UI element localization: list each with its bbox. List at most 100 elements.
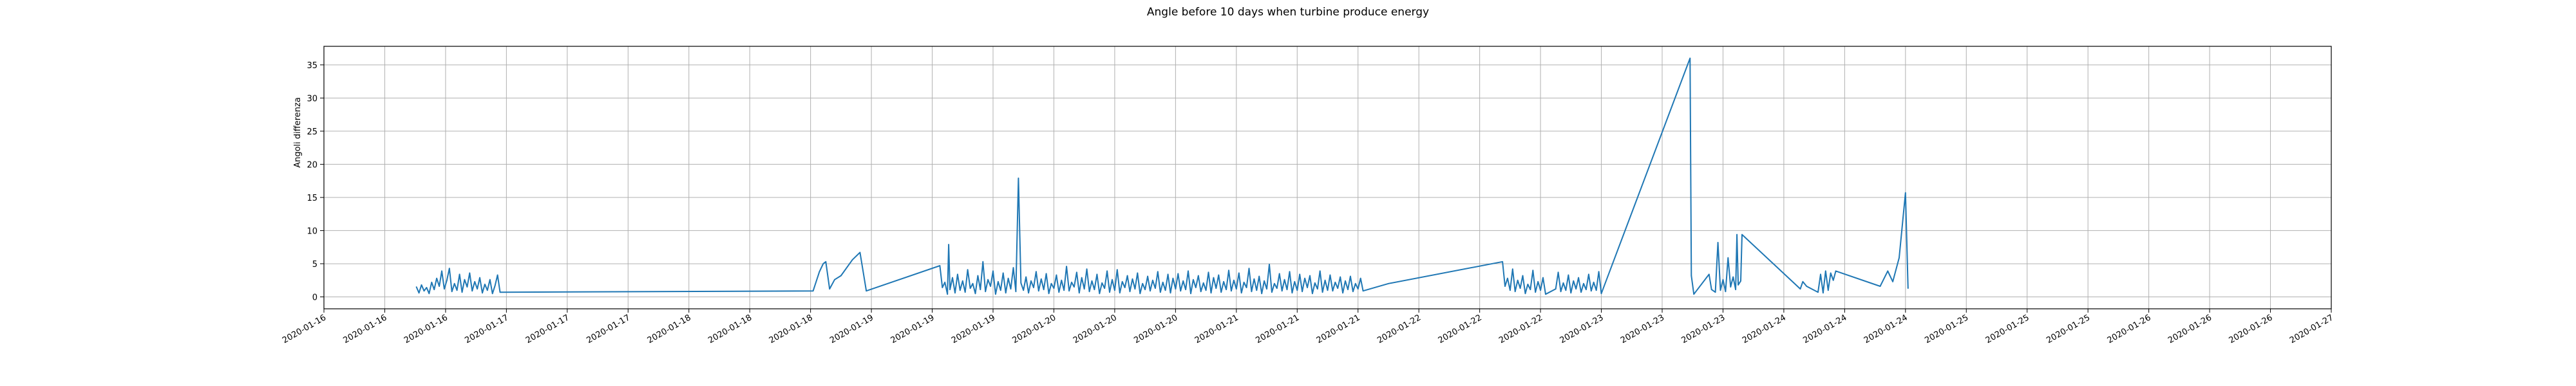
data-point <box>1190 293 1191 295</box>
data-point <box>944 281 946 283</box>
data-point <box>825 261 827 262</box>
data-point <box>1068 290 1070 292</box>
data-point <box>1510 290 1511 291</box>
data-point <box>1099 293 1101 295</box>
x-tick-label: 2020-01-19 <box>889 313 936 345</box>
data-point <box>1172 277 1174 279</box>
data-point <box>1537 280 1539 282</box>
data-point <box>431 281 433 283</box>
data-point <box>1043 289 1045 290</box>
data-point <box>851 259 853 261</box>
data-point <box>1218 274 1220 276</box>
data-point <box>1264 280 1265 282</box>
data-point <box>1278 273 1280 275</box>
data-point <box>1028 292 1029 294</box>
data-point <box>484 284 486 285</box>
data-point <box>1175 288 1177 290</box>
data-point <box>1294 280 1296 282</box>
data-point <box>1527 284 1529 285</box>
data-point <box>1048 293 1050 295</box>
data-point <box>1690 275 1692 277</box>
data-point <box>1714 291 1716 293</box>
data-point <box>1078 292 1080 294</box>
data-point <box>1112 279 1113 280</box>
data-point <box>1904 192 1906 194</box>
data-point <box>1507 277 1508 279</box>
data-point <box>1132 278 1133 280</box>
data-point <box>489 279 491 280</box>
y-tick-label: 25 <box>307 127 317 137</box>
data-point <box>1342 292 1344 294</box>
data-point <box>1266 288 1267 290</box>
x-tick-label: 2020-01-21 <box>1254 313 1301 345</box>
data-point <box>1689 57 1691 59</box>
data-point <box>1202 282 1204 284</box>
data-point <box>466 286 468 288</box>
data-point <box>1324 279 1326 281</box>
data-point <box>1036 271 1037 273</box>
data-point <box>1309 275 1311 277</box>
data-point <box>1005 292 1007 294</box>
data-point <box>1210 292 1212 294</box>
data-point <box>1522 275 1524 277</box>
data-point <box>1167 273 1169 275</box>
data-point <box>1588 273 1589 275</box>
data-point <box>1091 280 1093 282</box>
data-point <box>1271 291 1273 293</box>
x-tick-label: 2020-01-21 <box>1193 313 1240 345</box>
data-point <box>1736 234 1738 235</box>
data-point <box>1575 288 1577 290</box>
data-point <box>866 290 867 292</box>
data-point <box>1717 242 1719 243</box>
data-point <box>1727 257 1729 259</box>
data-point <box>1532 270 1534 271</box>
data-point <box>471 290 473 292</box>
data-point <box>1562 282 1564 284</box>
chart-title: Angle before 10 days when turbine produc… <box>1146 6 1430 19</box>
data-point <box>1291 292 1293 294</box>
data-point <box>1283 279 1285 280</box>
data-point <box>957 273 958 275</box>
data-point <box>1150 290 1151 292</box>
data-point <box>1514 291 1516 293</box>
data-point <box>1555 288 1557 290</box>
data-point <box>1806 286 1808 287</box>
gridlines <box>323 46 2332 309</box>
x-tick-label: 2020-01-19 <box>950 313 997 345</box>
data-point <box>1129 291 1131 293</box>
data-point <box>1251 291 1253 293</box>
data-point <box>1119 292 1121 294</box>
x-tick-label: 2020-01-23 <box>1619 313 1666 345</box>
data-point <box>1799 288 1801 290</box>
x-tick-label: 2020-01-18 <box>768 313 815 345</box>
data-point <box>1256 290 1258 291</box>
data-point <box>1835 270 1837 272</box>
plot-frame <box>323 46 2332 309</box>
data-point <box>1147 275 1148 277</box>
y-tick-label: 5 <box>312 260 317 270</box>
y-tick-label: 0 <box>312 293 317 302</box>
data-point <box>1180 290 1182 292</box>
data-point <box>1193 279 1194 280</box>
data-point <box>1347 289 1349 290</box>
y-axis: 0 5 10 15 20 25 30 35 <box>307 61 324 302</box>
data-point <box>1083 288 1085 290</box>
data-point <box>1152 279 1153 281</box>
data-point <box>1517 279 1519 281</box>
data-point <box>1134 288 1136 290</box>
data-point <box>1215 288 1217 289</box>
x-tick-label: 2020-01-18 <box>646 313 693 345</box>
data-point <box>1504 286 1506 287</box>
data-point <box>486 290 488 291</box>
data-point <box>1126 275 1128 277</box>
data-point <box>1590 290 1592 292</box>
data-point <box>441 270 442 272</box>
data-point <box>1820 273 1821 275</box>
x-tick-label: 2020-01-20 <box>1132 313 1179 345</box>
data-point <box>418 292 420 294</box>
data-point <box>1195 287 1197 288</box>
data-point <box>1337 288 1339 289</box>
data-point <box>1071 281 1072 283</box>
x-tick-label: 2020-01-24 <box>1741 313 1788 345</box>
data-point <box>433 289 435 290</box>
